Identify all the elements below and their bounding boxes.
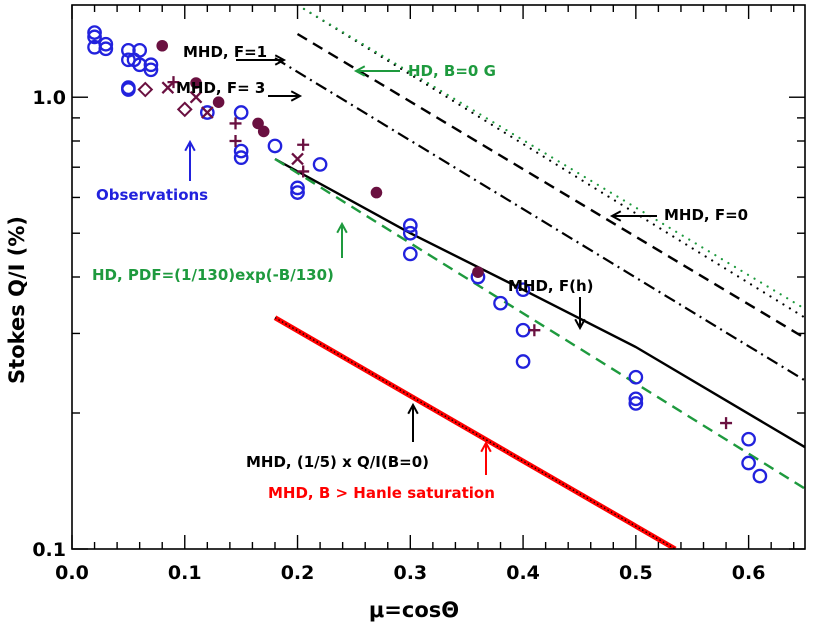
data-point-filled-circle [190, 77, 202, 89]
annotation-mhd-fifth: MHD, (1/5) x Q/I(B=0) [246, 453, 429, 471]
series-layer [273, 5, 805, 549]
series-mhd-f-1 [296, 5, 805, 319]
series-mhd-f-h [274, 157, 805, 449]
data-point-open-circle [402, 225, 418, 241]
y-tick-label: 0.1 [32, 539, 66, 561]
data-point-open-circle [312, 157, 328, 172]
series-hd-pdf-1-130-exp-b-130 [274, 157, 805, 490]
data-point-diamond [137, 81, 154, 98]
data-point-filled-circle [212, 96, 225, 108]
arrow-hd-b0 [353, 65, 400, 77]
data-point-open-circle [143, 62, 159, 78]
x-tick-label: 0.6 [732, 562, 766, 584]
annotation-layer: MHD, F=1 MHD, F= 3 HD, B=0 G Observations MH… [92, 43, 748, 502]
data-point-open-circle [515, 282, 531, 298]
annotation-mhd-hanle: MHD, B > Hanle saturation [268, 484, 495, 502]
data-point-filled-circle [472, 266, 484, 278]
data-point-open-circle [515, 322, 531, 338]
series-mhd-f-3 [296, 32, 805, 340]
annotation-observations: Observations [96, 186, 208, 204]
arrow-observations [184, 139, 196, 181]
series-hd-b-0-g [296, 5, 805, 310]
data-point-plus [528, 324, 541, 337]
data-point-plus [167, 76, 180, 89]
data-point-open-circle [493, 295, 508, 311]
markers-layer [87, 25, 768, 484]
data-point-open-circle [290, 185, 305, 200]
data-point-open-circle [121, 82, 136, 97]
annotation-hd-b0: HD, B=0 G [408, 62, 496, 80]
data-point-open-circle [402, 218, 418, 233]
data-point-cross [291, 152, 304, 166]
data-point-open-circle [267, 138, 283, 154]
data-point-cross [161, 81, 175, 94]
data-point-open-circle [752, 468, 768, 484]
y-tick-label: 1.0 [32, 87, 66, 109]
data-point-open-circle [233, 143, 249, 159]
arrow-mhd-f1 [236, 54, 287, 66]
data-point-open-circle [199, 105, 215, 120]
data-point-plus [297, 138, 310, 151]
data-point-open-circle [402, 246, 418, 262]
data-point-cross [189, 90, 203, 104]
data-point-open-circle [628, 396, 644, 411]
data-point-filled-circle [257, 125, 270, 138]
data-point-open-circle [515, 354, 531, 369]
data-point-open-circle [628, 391, 644, 407]
arrow-mhd-hanle [480, 440, 492, 475]
arrow-hd-pdf [336, 221, 348, 258]
x-tick-label: 0.5 [619, 562, 653, 584]
x-tick-label: 0.2 [281, 562, 315, 584]
series-mhd-f-0 [274, 57, 805, 382]
data-point-open-circle [132, 42, 148, 58]
arrow-mhd-f0 [609, 210, 657, 222]
arrow-mhd-f3 [268, 90, 303, 102]
arrow-mhd-fh [574, 297, 586, 331]
data-point-open-circle [87, 29, 102, 45]
data-point-open-circle [290, 180, 305, 196]
annotation-mhd-f3: MHD, F= 3 [176, 79, 265, 97]
data-point-plus [229, 117, 242, 130]
annotation-mhd-fh: MHD, F(h) [508, 277, 594, 295]
data-point-open-circle [98, 36, 114, 52]
annotation-hd-pdf: HD, PDF=(1/130)exp(-B/130) [92, 266, 334, 284]
data-point-open-circle [233, 105, 249, 120]
x-tick-label: 0.1 [168, 562, 202, 584]
data-point-open-circle [628, 369, 644, 385]
x-tick-label: 0.0 [55, 562, 89, 584]
data-point-filled-circle [156, 39, 169, 52]
data-point-open-circle [233, 150, 249, 165]
data-point-open-circle [143, 57, 159, 73]
annotation-mhd-f1: MHD, F=1 [183, 43, 267, 61]
data-point-plus [229, 135, 242, 147]
data-point-plus [297, 165, 310, 178]
x-tick-label: 0.3 [393, 562, 427, 584]
data-point-open-circle [87, 25, 102, 40]
data-point-diamond [176, 101, 193, 118]
data-point-filled-circle [370, 186, 383, 199]
data-point-plus [720, 417, 733, 430]
data-point-open-circle [741, 431, 756, 447]
series-mhd-1-5-x-q-i-b-0 [274, 317, 676, 549]
y-axis-label: Stokes Q/I (%) [5, 216, 29, 384]
ticks-layer: 0.0 0.1 0.2 0.3 0.4 0.5 0.60.11.0 [32, 5, 805, 584]
data-point-open-circle [98, 41, 114, 57]
x-axis-label: μ=cosΘ [369, 598, 459, 622]
x-tick-label: 0.4 [506, 562, 540, 584]
data-point-cross [201, 106, 214, 119]
annotation-mhd-f0: MHD, F=0 [664, 206, 748, 224]
arrow-mhd-fifth [407, 402, 419, 442]
data-point-open-circle [741, 455, 756, 471]
